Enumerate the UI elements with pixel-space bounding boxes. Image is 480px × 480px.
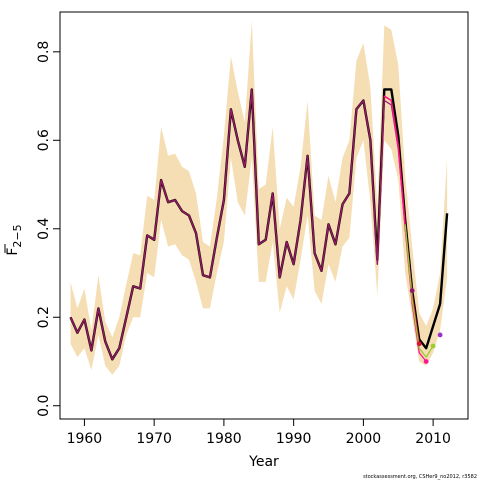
y-axis-title: F2−5 xyxy=(5,224,24,255)
series-line-3 xyxy=(69,88,413,360)
plot-frame xyxy=(59,11,469,420)
y-tick-label: 0.6 xyxy=(36,129,52,151)
x-tick-label: 1980 xyxy=(206,431,242,447)
x-tick-label: 2000 xyxy=(346,431,382,447)
y-tick-label: 0.8 xyxy=(36,41,52,63)
y-axis-title-subscript: 2−5 xyxy=(11,224,24,247)
x-tick-label: 1970 xyxy=(136,431,172,447)
end-point-4 xyxy=(430,343,436,349)
end-point-5 xyxy=(437,332,443,338)
y-tick-label: 0.2 xyxy=(36,306,52,328)
end-points-layer xyxy=(409,288,443,364)
confidence-band xyxy=(70,20,448,375)
y-axis-title-main: F xyxy=(5,248,21,256)
end-point-2 xyxy=(416,341,422,347)
end-point-3 xyxy=(423,359,429,364)
y-tick-label: 0.4 xyxy=(36,218,52,240)
x-axis-title: Year xyxy=(248,454,279,470)
y-axis-title-group: F2−5 xyxy=(4,224,24,256)
confidence-band-layer xyxy=(70,20,448,375)
credit-text: stockassessment.org, CSHer9_no2012, r358… xyxy=(363,474,477,480)
end-point-1 xyxy=(409,288,415,294)
y-tick-label: 0.0 xyxy=(36,395,52,417)
x-tick-label: 2010 xyxy=(415,431,451,447)
series-line-5 xyxy=(404,224,434,358)
y-axis: 0.0 0.2 0.4 0.6 0.8 xyxy=(36,41,60,417)
series-layer xyxy=(69,88,449,362)
x-tick-label: 1990 xyxy=(276,431,312,447)
x-axis: 1960 1970 1980 1990 2000 2010 xyxy=(67,419,451,447)
x-tick-label: 1960 xyxy=(67,431,103,447)
